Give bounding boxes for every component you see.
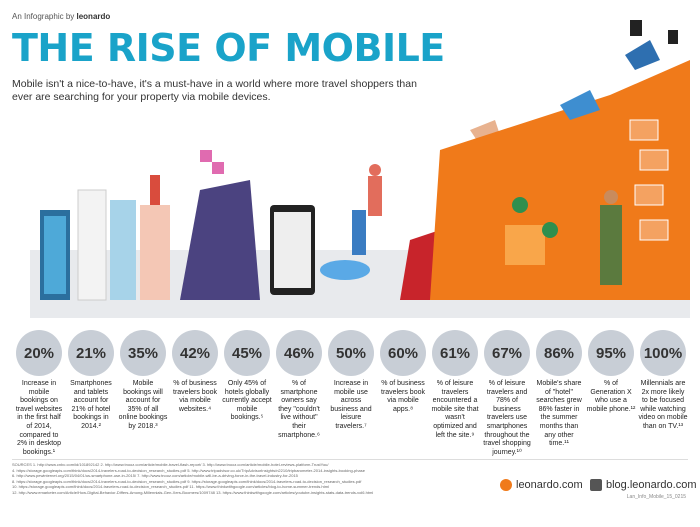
source-line[interactable]: 12. http://www.emarketer.com/Article/How… (12, 489, 374, 495)
stat-text: % of business travelers book via mobile … (173, 380, 217, 413)
stat-item: 95% % of Generation X who use a mobile p… (586, 330, 636, 414)
video-panel-4 (639, 219, 669, 241)
stat-text: % of leisure travelers and 78% of busine… (483, 380, 531, 456)
stat-value: 67% (484, 330, 530, 376)
building-white (77, 189, 107, 301)
sources-list: SOURCES 1. http://www.cnbc.com/id/101892… (12, 462, 492, 496)
stat-value: 86% (536, 330, 582, 376)
building-purple (180, 180, 260, 300)
video-panel-2 (639, 149, 669, 171)
stat-item: 46% % of smartphone owners say they "cou… (274, 330, 324, 440)
stat-value: 45% (224, 330, 270, 376)
stat-value: 50% (328, 330, 374, 376)
byline: An Infographic by leonardo (12, 12, 110, 21)
stat-value: 61% (432, 330, 478, 376)
stat-value: 42% (172, 330, 218, 376)
stat-item: 20% Increase in mobile bookings on trave… (14, 330, 64, 457)
video-panel (629, 119, 659, 141)
walking-man-head (604, 190, 618, 204)
site-link[interactable]: leonardo.com (500, 479, 583, 492)
stat-item: 60% % of business travelers book via mob… (378, 330, 428, 414)
phone-device (668, 30, 678, 44)
stat-text: Mobile's share of "hotel" searches grew … (536, 380, 582, 448)
blog-link-label: blog.leonardo.com (606, 479, 697, 491)
blog-link[interactable]: blog.leonardo.com (590, 479, 697, 492)
stat-value: 100% (640, 330, 686, 376)
byline-prefix: An Infographic by (12, 12, 75, 21)
building-lightblue (110, 200, 136, 300)
byline-brand-logo: leonardo (76, 12, 111, 21)
flying-figure-2 (625, 40, 660, 70)
stat-text: Millennials are 2x more likely to be foc… (638, 380, 688, 430)
stat-text: % of business travelers book via mobile … (381, 380, 425, 413)
stat-text: Increase in mobile use across business a… (330, 380, 372, 430)
source-line[interactable]: 10. https://storage.googleapis.com/think… (12, 484, 329, 490)
walking-man (600, 205, 622, 285)
stat-item: 61% % of leisure travelers encountered a… (430, 330, 480, 440)
stat-item: 45% Only 45% of hotels globally currentl… (222, 330, 272, 423)
building-windows (44, 216, 66, 294)
stat-text: Only 45% of hotels globally currently ac… (222, 380, 272, 422)
stat-item: 21% Smartphones and tablets account for … (66, 330, 116, 432)
tablet-device (630, 20, 642, 36)
palm-tree-2 (542, 222, 558, 238)
stat-value: 60% (380, 330, 426, 376)
stat-text: Smartphones and tablets account for 21% … (70, 380, 112, 430)
stat-item: 67% % of leisure travelers and 78% of bu… (482, 330, 532, 457)
source-line[interactable]: SOURCES 1. http://www.cnbc.com/id/101892… (12, 462, 329, 467)
stat-text: % of Generation X who use a mobile phone… (586, 380, 636, 413)
source-line[interactable]: 6. http://www.pewinternet.org/2015/04/01… (12, 473, 298, 479)
flying-figure (560, 90, 600, 120)
person-standing (352, 210, 366, 255)
stat-text: % of smartphone owners say they "couldn'… (278, 380, 320, 439)
stat-value: 95% (588, 330, 634, 376)
screen-icon (590, 479, 602, 492)
stat-value: 35% (120, 330, 166, 376)
page-title: THE RISE OF MOBILE (12, 26, 445, 70)
stat-text: Mobile bookings will account for 35% of … (118, 380, 168, 430)
stat-value: 21% (68, 330, 114, 376)
tetris-block (150, 175, 160, 205)
stat-value: 20% (16, 330, 62, 376)
video-panel-3 (634, 184, 664, 206)
tetris-block-pink (200, 150, 212, 162)
stat-text: Increase in mobile bookings on travel we… (15, 380, 63, 456)
stat-item: 35% Mobile bookings will account for 35%… (118, 330, 168, 432)
globe-icon (500, 479, 512, 492)
source-line[interactable]: 4. https://storage.googleapis.com/think/… (12, 467, 365, 473)
document-code: Lan_Info_Mobile_15_0215 (626, 494, 686, 500)
phone-screen (274, 212, 311, 288)
person-head (369, 164, 381, 176)
beach-platform (505, 225, 545, 265)
person-body (368, 176, 382, 216)
stat-text: % of leisure travelers encountered a mob… (431, 380, 479, 439)
stats-row: 20% Increase in mobile bookings on trave… (14, 330, 694, 458)
cloud-blue (320, 260, 370, 280)
stat-item: 100% Millennials are 2x more likely to b… (638, 330, 688, 432)
divider (12, 459, 688, 460)
stat-item: 42% % of business travelers book via mob… (170, 330, 220, 414)
site-link-label: leonardo.com (516, 479, 583, 491)
hero-illustration (30, 20, 690, 318)
stat-value: 46% (276, 330, 322, 376)
orange-backdrop (430, 60, 690, 300)
building-pink (140, 205, 170, 300)
palm-tree (512, 197, 528, 213)
stat-item: 50% Increase in mobile use across busine… (326, 330, 376, 432)
tetris-block-pink-2 (212, 162, 224, 174)
stat-item: 86% Mobile's share of "hotel" searches g… (534, 330, 584, 449)
source-line[interactable]: 8. https://storage.googleapis.com/think/… (12, 478, 362, 484)
page-subtitle: Mobile isn't a nice-to-have, it's a must… (12, 78, 417, 103)
